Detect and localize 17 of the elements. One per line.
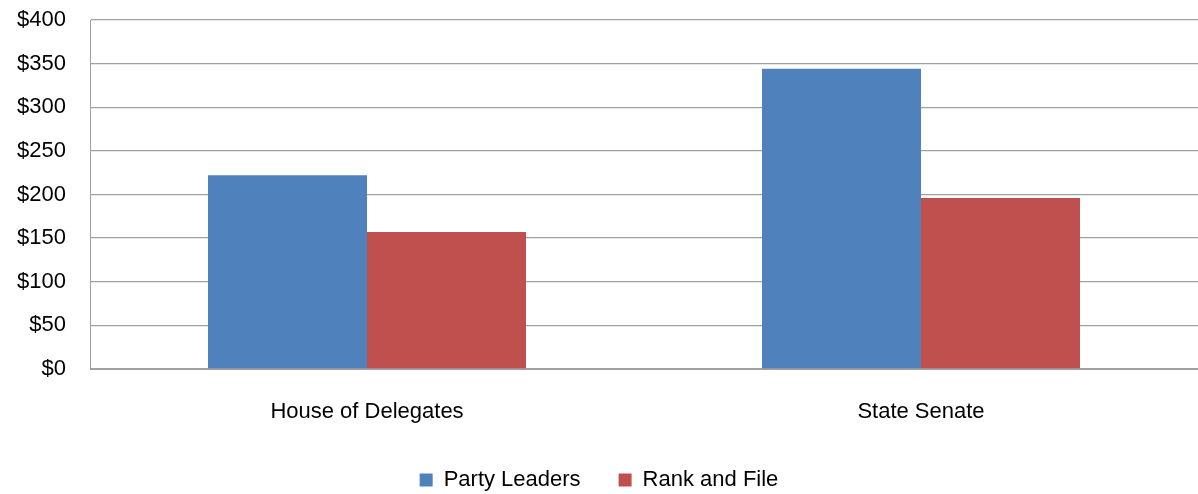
y-tick-label: $100 bbox=[17, 267, 66, 293]
bar bbox=[762, 68, 921, 369]
y-tick-label: $150 bbox=[17, 224, 66, 250]
bar bbox=[208, 175, 367, 369]
y-tick-label: $50 bbox=[29, 311, 66, 337]
y-tick-label: $350 bbox=[17, 49, 66, 75]
bar bbox=[921, 197, 1080, 369]
legend-label: Party Leaders bbox=[443, 466, 581, 492]
y-tick-label: $400 bbox=[17, 6, 66, 32]
x-tick-label: House of Delegates bbox=[270, 398, 464, 424]
y-tick-label: $200 bbox=[17, 180, 66, 206]
y-tick-label: $250 bbox=[17, 136, 66, 162]
bar bbox=[367, 232, 526, 369]
legend-label: Rank and File bbox=[642, 466, 779, 492]
y-tick-label: $0 bbox=[41, 355, 66, 381]
y-tick-label: $300 bbox=[17, 93, 66, 119]
x-tick-label: State Senate bbox=[857, 398, 985, 424]
